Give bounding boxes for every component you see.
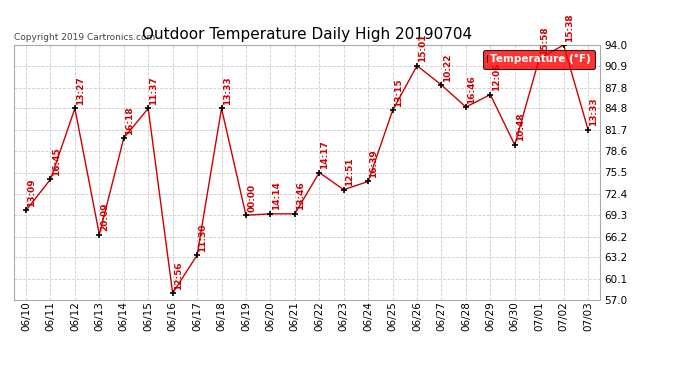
Text: 13:09: 13:09 (27, 178, 37, 207)
Text: 13:46: 13:46 (296, 182, 305, 210)
Text: 15:58: 15:58 (540, 27, 549, 56)
Text: 10:22: 10:22 (443, 53, 452, 81)
Text: 14:17: 14:17 (320, 140, 330, 169)
Text: 16:45: 16:45 (52, 147, 61, 176)
Text: 20:09: 20:09 (101, 202, 110, 231)
Text: 14:14: 14:14 (272, 182, 281, 210)
Text: 16:46: 16:46 (467, 75, 476, 104)
Text: 10:48: 10:48 (516, 113, 525, 141)
Text: 15:38: 15:38 (565, 13, 574, 42)
Text: 12:51: 12:51 (345, 158, 354, 186)
Text: 15:01: 15:01 (418, 34, 427, 62)
Text: 13:27: 13:27 (76, 76, 85, 105)
Text: Copyright 2019 Cartronics.com: Copyright 2019 Cartronics.com (14, 33, 155, 42)
Legend: Temperature (°F): Temperature (°F) (483, 50, 595, 69)
Text: 12:06: 12:06 (491, 63, 500, 91)
Text: 12:56: 12:56 (174, 261, 183, 290)
Text: 11:30: 11:30 (198, 223, 207, 252)
Text: 16:18: 16:18 (125, 106, 134, 135)
Text: 13:15: 13:15 (394, 78, 403, 107)
Text: 13:33: 13:33 (589, 98, 598, 126)
Text: 11:37: 11:37 (150, 76, 159, 105)
Text: 00:00: 00:00 (247, 184, 256, 212)
Text: 16:39: 16:39 (369, 149, 378, 178)
Title: Outdoor Temperature Daily High 20190704: Outdoor Temperature Daily High 20190704 (142, 27, 472, 42)
Text: 13:33: 13:33 (223, 76, 232, 105)
